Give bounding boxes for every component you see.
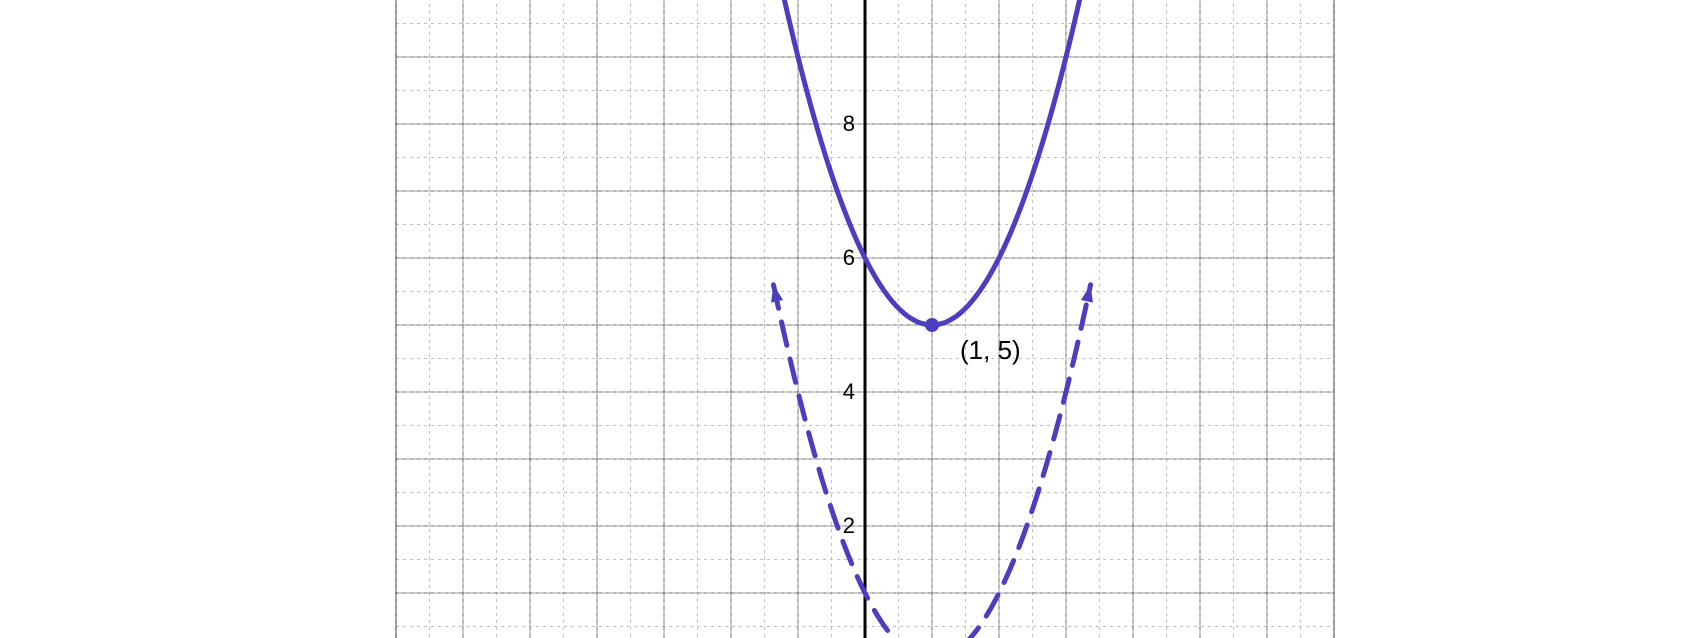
vertex-label: (1, 5) (960, 335, 1021, 365)
y-axis (860, 0, 871, 638)
ytick-label: 10 (831, 0, 855, 2)
ytick-label: 4 (843, 379, 855, 404)
ytick-label: 2 (843, 513, 855, 538)
chart-svg: yx246810-6-4-20246(1, 5) (0, 0, 1700, 638)
vertex-point (925, 318, 939, 332)
ytick-label: 8 (843, 111, 855, 136)
chart-container: { "chart": { "type": "parabola-pair", "c… (0, 0, 1700, 638)
ytick-label: 6 (843, 245, 855, 270)
